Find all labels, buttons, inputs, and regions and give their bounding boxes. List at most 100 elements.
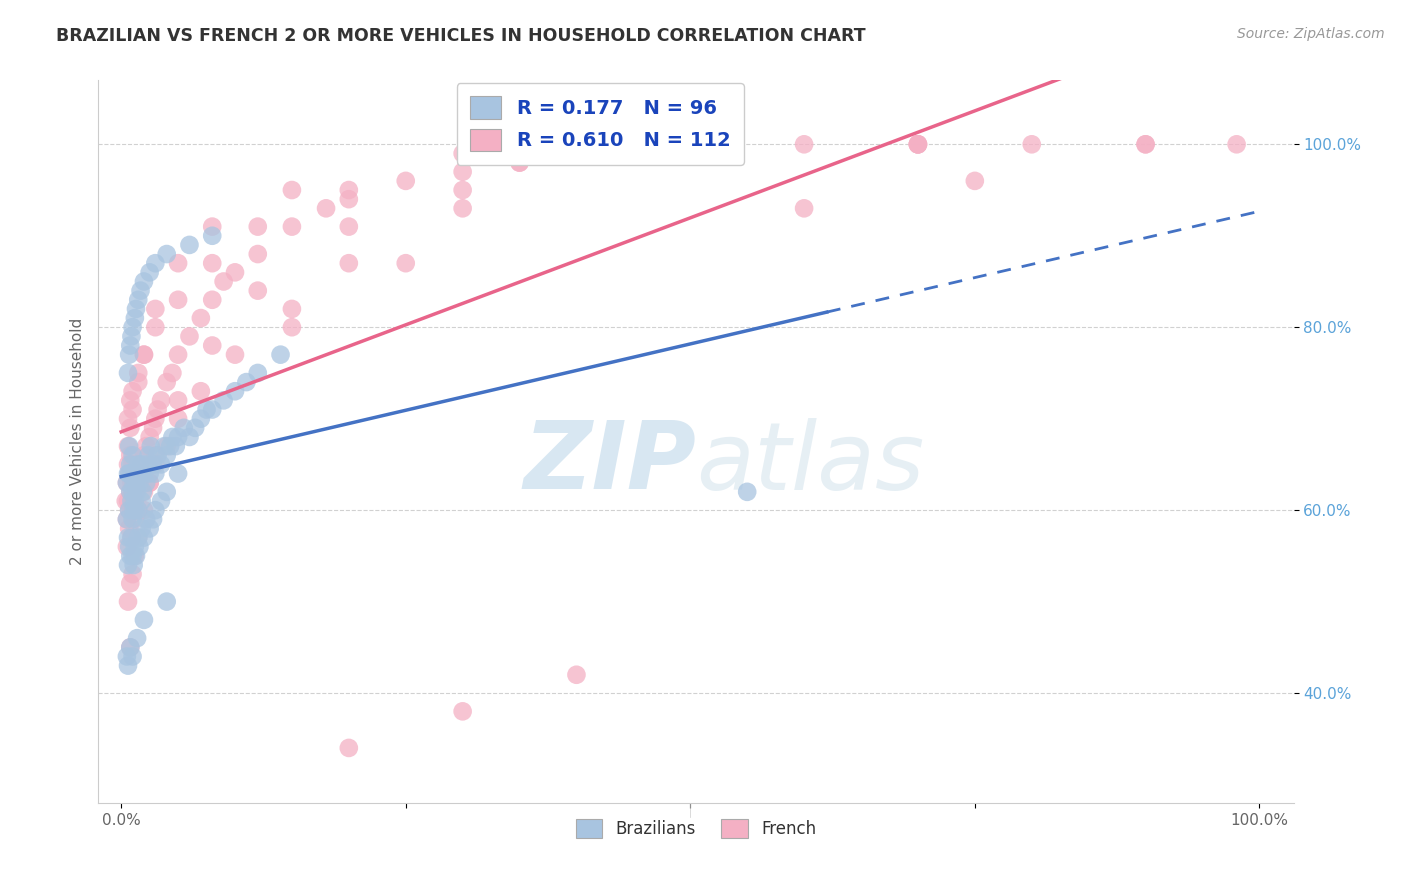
Point — [115, 540, 138, 554]
Point — [124, 484, 146, 499]
Point — [179, 430, 201, 444]
Point — [120, 467, 142, 481]
Point — [115, 475, 138, 490]
Point — [167, 393, 190, 408]
Text: atlas: atlas — [696, 417, 924, 508]
Point — [565, 667, 588, 681]
Point — [118, 467, 141, 481]
Point — [156, 247, 179, 261]
Point — [246, 247, 269, 261]
Point — [117, 366, 139, 380]
Point — [120, 531, 142, 545]
Point — [131, 467, 153, 481]
Point — [270, 348, 292, 362]
Point — [907, 137, 929, 152]
Point — [127, 503, 149, 517]
Point — [127, 293, 149, 307]
Point — [679, 137, 702, 152]
Point — [509, 155, 531, 169]
Point — [679, 146, 702, 161]
Point — [143, 320, 166, 334]
Point — [132, 613, 155, 627]
Point — [127, 484, 149, 499]
Point — [132, 484, 155, 499]
Point — [127, 531, 149, 545]
Point — [124, 512, 146, 526]
Point — [224, 265, 246, 279]
Point — [735, 484, 758, 499]
Point — [120, 531, 142, 545]
Point — [201, 228, 224, 243]
Point — [121, 549, 143, 563]
Point — [120, 458, 142, 472]
Point — [907, 137, 929, 152]
Point — [143, 448, 166, 462]
Point — [142, 421, 165, 435]
Point — [907, 137, 929, 152]
Point — [146, 402, 169, 417]
Point — [281, 219, 304, 234]
Point — [125, 475, 148, 490]
Point — [190, 311, 212, 326]
Point — [142, 458, 165, 472]
Point — [143, 467, 166, 481]
Point — [117, 531, 139, 545]
Point — [138, 475, 160, 490]
Point — [120, 448, 142, 462]
Point — [132, 348, 155, 362]
Point — [281, 183, 304, 197]
Point — [173, 421, 195, 435]
Point — [201, 293, 224, 307]
Point — [201, 256, 224, 270]
Point — [132, 503, 155, 517]
Point — [121, 320, 143, 334]
Point — [127, 631, 149, 645]
Point — [156, 448, 179, 462]
Point — [124, 540, 146, 554]
Point — [125, 467, 148, 481]
Point — [246, 366, 269, 380]
Point — [115, 512, 138, 526]
Point — [138, 265, 160, 279]
Point — [121, 512, 143, 526]
Point — [509, 155, 531, 169]
Point — [138, 467, 160, 481]
Point — [120, 484, 142, 499]
Point — [162, 366, 184, 380]
Point — [167, 467, 190, 481]
Point — [118, 348, 141, 362]
Point — [122, 475, 145, 490]
Point — [963, 174, 986, 188]
Text: ZIP: ZIP — [523, 417, 696, 509]
Point — [190, 384, 212, 399]
Point — [120, 576, 142, 591]
Point — [132, 484, 155, 499]
Point — [337, 192, 360, 206]
Point — [159, 439, 181, 453]
Point — [120, 393, 142, 408]
Point — [122, 558, 145, 572]
Point — [184, 421, 207, 435]
Point — [679, 146, 702, 161]
Point — [793, 137, 815, 152]
Point — [121, 402, 143, 417]
Point — [162, 430, 184, 444]
Point — [115, 512, 138, 526]
Point — [121, 567, 143, 582]
Point — [395, 174, 418, 188]
Point — [142, 512, 165, 526]
Point — [127, 458, 149, 472]
Point — [246, 219, 269, 234]
Point — [120, 494, 142, 508]
Point — [128, 458, 150, 472]
Point — [132, 348, 155, 362]
Point — [117, 558, 139, 572]
Point — [120, 484, 142, 499]
Point — [125, 549, 148, 563]
Point — [125, 301, 148, 316]
Point — [128, 475, 150, 490]
Point — [201, 219, 224, 234]
Point — [679, 137, 702, 152]
Point — [120, 475, 142, 490]
Point — [121, 384, 143, 399]
